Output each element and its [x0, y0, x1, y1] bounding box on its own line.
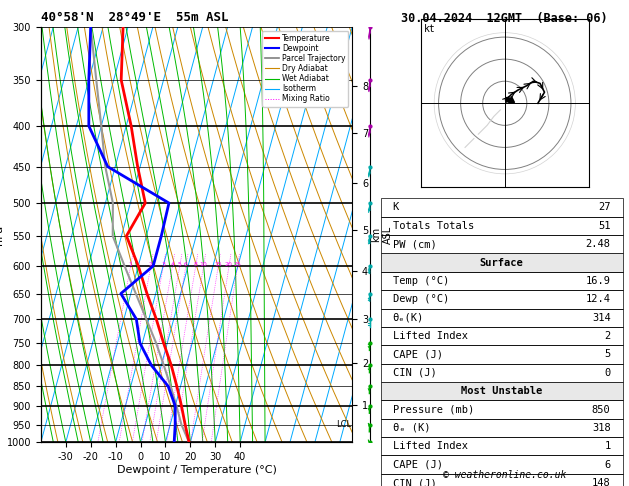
Bar — [381, 290, 623, 309]
Text: 8: 8 — [194, 261, 198, 267]
Text: 6: 6 — [604, 460, 611, 469]
Text: K: K — [392, 203, 399, 212]
Text: Temp (°C): Temp (°C) — [392, 276, 449, 286]
Text: Lifted Index: Lifted Index — [392, 331, 467, 341]
Text: 25: 25 — [233, 261, 242, 267]
Bar — [381, 364, 623, 382]
Y-axis label: hPa: hPa — [0, 225, 4, 244]
Text: 1: 1 — [128, 261, 133, 267]
Bar — [381, 235, 623, 253]
Text: LCL: LCL — [336, 420, 351, 429]
Bar — [381, 253, 623, 272]
Bar — [381, 217, 623, 235]
Text: 10: 10 — [199, 261, 208, 267]
Text: 12.4: 12.4 — [586, 295, 611, 304]
Text: © weatheronline.co.uk: © weatheronline.co.uk — [443, 470, 567, 480]
Bar — [381, 382, 623, 400]
Text: 30.04.2024  12GMT  (Base: 06): 30.04.2024 12GMT (Base: 06) — [401, 12, 608, 25]
Text: 20: 20 — [225, 261, 233, 267]
Text: kt: kt — [425, 24, 436, 35]
Text: CAPE (J): CAPE (J) — [392, 460, 443, 469]
Bar — [381, 419, 623, 437]
Text: 2: 2 — [148, 261, 153, 267]
Bar — [381, 437, 623, 455]
Text: CIN (J): CIN (J) — [392, 478, 437, 486]
Text: CIN (J): CIN (J) — [392, 368, 437, 378]
Legend: Temperature, Dewpoint, Parcel Trajectory, Dry Adiabat, Wet Adiabat, Isotherm, Mi: Temperature, Dewpoint, Parcel Trajectory… — [262, 31, 348, 106]
Bar — [381, 198, 623, 217]
X-axis label: Dewpoint / Temperature (°C): Dewpoint / Temperature (°C) — [116, 465, 277, 475]
Bar — [381, 474, 623, 486]
Bar — [381, 345, 623, 364]
Text: 318: 318 — [592, 423, 611, 433]
Text: 850: 850 — [592, 404, 611, 415]
Text: 2: 2 — [604, 331, 611, 341]
Text: Most Unstable: Most Unstable — [461, 386, 542, 396]
Text: Totals Totals: Totals Totals — [392, 221, 474, 231]
Text: 40°58'N  28°49'E  55m ASL: 40°58'N 28°49'E 55m ASL — [41, 11, 228, 24]
Bar — [381, 400, 623, 419]
Text: θₑ(K): θₑ(K) — [392, 312, 424, 323]
Text: 16.9: 16.9 — [586, 276, 611, 286]
Text: Dewp (°C): Dewp (°C) — [392, 295, 449, 304]
Text: Surface: Surface — [480, 258, 523, 268]
Text: Lifted Index: Lifted Index — [392, 441, 467, 451]
Text: 4: 4 — [170, 261, 174, 267]
Text: CAPE (J): CAPE (J) — [392, 349, 443, 360]
Text: PW (cm): PW (cm) — [392, 239, 437, 249]
Text: 5: 5 — [178, 261, 182, 267]
Text: 2.48: 2.48 — [586, 239, 611, 249]
Bar — [381, 272, 623, 290]
Text: 51: 51 — [598, 221, 611, 231]
Text: 0: 0 — [604, 368, 611, 378]
Text: 1: 1 — [604, 441, 611, 451]
Text: 27: 27 — [598, 203, 611, 212]
Text: 5: 5 — [604, 349, 611, 360]
Bar — [381, 327, 623, 345]
Text: Pressure (mb): Pressure (mb) — [392, 404, 474, 415]
Bar — [381, 455, 623, 474]
Text: 314: 314 — [592, 312, 611, 323]
Text: 15: 15 — [214, 261, 222, 267]
Y-axis label: km
ASL: km ASL — [371, 226, 392, 243]
Text: θₑ (K): θₑ (K) — [392, 423, 430, 433]
Text: 6: 6 — [184, 261, 187, 267]
Text: 3: 3 — [161, 261, 165, 267]
Text: 148: 148 — [592, 478, 611, 486]
Bar — [381, 309, 623, 327]
